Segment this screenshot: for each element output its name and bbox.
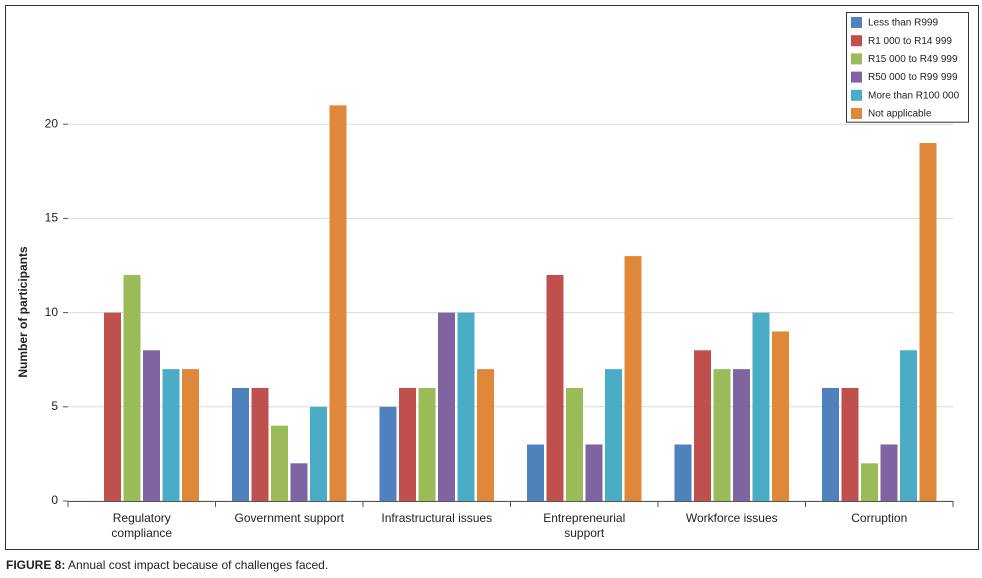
bar (457, 312, 475, 501)
bar (290, 463, 308, 501)
bar (271, 425, 288, 501)
legend-box (846, 12, 969, 123)
legend-swatch (851, 71, 862, 83)
y-tick-label: 5 (51, 399, 58, 413)
y-tick-label: 10 (45, 305, 59, 319)
y-tick-label: 0 (51, 493, 58, 507)
chart-border (5, 5, 979, 550)
bar (162, 369, 180, 501)
bar (143, 350, 160, 501)
bar (605, 369, 622, 501)
legend-label: R15 000 to R49 999 (868, 54, 958, 65)
bar (477, 369, 494, 501)
bar (399, 387, 416, 501)
bar (752, 312, 770, 501)
x-tick-label: Regulatory compliance (111, 511, 173, 540)
bar (546, 274, 564, 501)
legend-swatch (851, 35, 862, 47)
bar (418, 387, 436, 501)
legend-swatch (851, 17, 862, 28)
bar (841, 387, 859, 501)
bar (919, 143, 937, 502)
legend-label: Less than R999 (868, 18, 938, 29)
bar (772, 331, 789, 501)
legend-label: R1 000 to R14 999 (868, 36, 952, 47)
bar (123, 274, 141, 501)
legend-label: R50 000 to R99 999 (868, 72, 958, 83)
x-tick-label: Entrepreneurial support (543, 511, 626, 540)
legend-label: More than R100 000 (868, 90, 960, 101)
bar (251, 387, 269, 501)
bar (674, 444, 692, 501)
bar (527, 444, 544, 501)
bar (900, 350, 917, 501)
bar (232, 387, 249, 501)
bar (713, 369, 731, 501)
x-tick-label: Infrastructural issues (381, 511, 493, 525)
bar (310, 406, 327, 501)
bar (379, 406, 397, 501)
legend-swatch (851, 89, 862, 101)
caption-label: FIGURE 8: (6, 558, 66, 572)
legend-swatch (851, 108, 862, 119)
y-tick-label: 20 (45, 116, 59, 130)
caption: FIGURE 8: Annual cost impact because of … (6, 558, 328, 572)
bar (861, 463, 878, 501)
bar (733, 369, 750, 501)
x-tick-label: Government support (234, 511, 344, 525)
bar (880, 444, 898, 501)
bar (329, 105, 347, 502)
bar (566, 387, 583, 501)
legend-label: Not applicable (868, 109, 932, 120)
legend-swatch (851, 53, 862, 65)
x-tick-label: Workforce issues (685, 511, 778, 525)
bar (182, 369, 199, 501)
bar (104, 312, 121, 501)
bar (822, 387, 839, 501)
bar (694, 350, 711, 501)
caption-text: Annual cost impact because of challenges… (68, 558, 329, 572)
x-tick-label: Corruption (851, 511, 908, 525)
bar (438, 312, 455, 501)
legend: Less than R999 R1 000 to R14 999 R15 000 t… (846, 12, 969, 123)
y-tick-label: 15 (45, 211, 59, 225)
bar (585, 444, 603, 501)
y-axis-label: Number of participants (16, 246, 30, 378)
bar (624, 256, 642, 501)
chart: Number of participants 0 5 10 15 20 Less than… (5, 5, 979, 550)
